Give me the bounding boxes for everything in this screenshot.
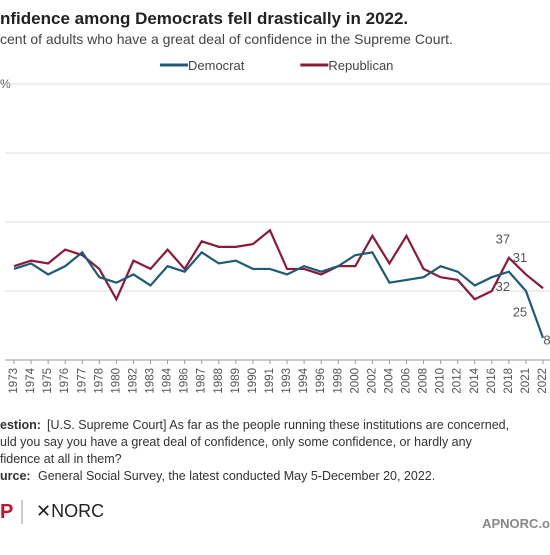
- x-tick-label: 1980: [110, 368, 122, 394]
- x-tick-label: 2021: [520, 368, 532, 394]
- chart-title: nfidence among Democrats fell drasticall…: [0, 9, 408, 28]
- legend-label: Republican: [328, 58, 393, 73]
- question-text: uld you say you have a great deal of con…: [0, 435, 473, 449]
- url: APNORC.o: [482, 516, 550, 531]
- x-tick-label: 1977: [76, 368, 88, 394]
- series-line: [13, 250, 545, 339]
- x-tick-label: 2002: [366, 368, 378, 394]
- x-tick-label: 1974: [25, 367, 37, 393]
- logo-right: ✕NORC: [36, 501, 104, 521]
- value-label: 25: [513, 304, 527, 319]
- x-tick-label: 1991: [264, 368, 276, 394]
- x-tick-label: 1989: [230, 368, 242, 394]
- x-tick-label: 1984: [162, 367, 174, 393]
- value-label: 31: [513, 250, 527, 265]
- x-tick-label: 2006: [401, 368, 413, 394]
- x-tick-label: 1988: [213, 368, 225, 394]
- x-tick-label: 1987: [196, 368, 208, 394]
- x-tick-label: 2000: [349, 368, 361, 394]
- x-tick-label: 1973: [8, 368, 20, 394]
- source-text: General Social Survey, the latest conduc…: [38, 469, 435, 483]
- x-tick-label: 2004: [383, 367, 395, 393]
- value-label: 8: [543, 332, 550, 347]
- x-tick-label: 1986: [179, 368, 191, 394]
- x-tick-label: 1994: [298, 367, 310, 393]
- x-tick-label: 1982: [127, 368, 139, 394]
- value-label: 37: [496, 231, 510, 246]
- x-tick-label: 2022: [537, 368, 549, 394]
- question-text: fidence at all in them?: [0, 452, 122, 466]
- x-tick-label: 2008: [418, 368, 430, 394]
- question-label: estion:: [0, 418, 41, 432]
- x-tick-label: 2018: [503, 368, 515, 394]
- series-line: [13, 228, 544, 302]
- x-tick-label: 1990: [247, 368, 259, 394]
- x-tick-label: 2012: [452, 368, 464, 394]
- question-text: [U.S. Supreme Court] As far as the peopl…: [47, 418, 509, 432]
- chart-subtitle: cent of adults who have a great deal of …: [0, 31, 453, 47]
- logo-left: P: [0, 501, 13, 523]
- x-tick-label: 1976: [59, 368, 71, 394]
- x-tick-label: 1993: [281, 368, 293, 394]
- x-tick-label: 1996: [315, 368, 327, 394]
- x-tick-label: 1998: [332, 368, 344, 394]
- legend-label: Democrat: [188, 58, 245, 73]
- x-tick-label: 2010: [435, 368, 447, 394]
- x-tick-label: 2016: [486, 368, 498, 394]
- x-tick-label: 2014: [469, 367, 481, 393]
- x-tick-label: 1975: [42, 368, 54, 394]
- x-tick-label: 1978: [93, 368, 105, 394]
- value-label: 32: [496, 279, 510, 294]
- x-tick-label: 1983: [145, 368, 157, 394]
- source-label: urce:: [0, 469, 31, 483]
